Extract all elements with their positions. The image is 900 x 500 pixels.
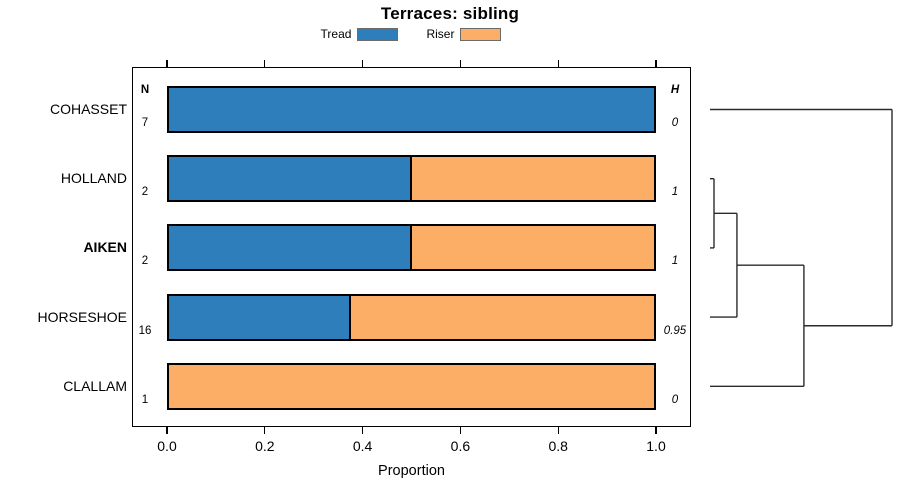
x-tick-bottom [459, 426, 462, 434]
x-tick-label: 0.6 [450, 438, 471, 454]
bar-segment-tread [169, 226, 412, 270]
x-tick-top [166, 60, 168, 67]
x-tick-top [655, 60, 657, 67]
category-label-cohasset: COHASSET [49, 101, 127, 117]
x-tick-top [459, 60, 462, 67]
h-value-aiken: 1 [671, 255, 679, 268]
bar-clallam [167, 362, 656, 410]
category-label-horseshoe: HORSESHOE [37, 308, 127, 325]
h-value-clallam: 0 [671, 393, 679, 406]
bar-segment-tread [169, 88, 654, 131]
bar-segment-riser [411, 157, 654, 201]
legend-swatch-riser-icon [460, 27, 502, 41]
bar-holland [167, 155, 656, 203]
chart-title: Terraces: sibling [380, 4, 520, 23]
x-tick-bottom [361, 426, 364, 434]
h-value-holland: 1 [671, 186, 679, 199]
x-tick-top [264, 60, 266, 67]
category-label-clallam: CLALLAM [63, 377, 127, 394]
bar-aiken [167, 224, 656, 272]
n-value-aiken: 2 [141, 255, 149, 268]
h-value-horseshoe: 0.95 [663, 324, 687, 337]
x-tick-label: 0.8 [548, 438, 568, 454]
bar-segment-riser [411, 226, 654, 270]
bar-segment-tread [169, 295, 351, 339]
x-tick-bottom [264, 426, 266, 434]
n-value-clallam: 1 [141, 393, 149, 406]
legend: Tread Riser [0, 26, 822, 42]
x-tick-bottom [655, 426, 657, 434]
legend-item-riser: Riser [426, 27, 502, 41]
x-tick-label: 0.2 [255, 438, 275, 454]
bar-segment-riser [350, 295, 654, 339]
x-tick-label: 0.0 [157, 438, 177, 454]
bar-segment-riser [169, 364, 654, 408]
x-axis-label: Proportion [378, 463, 445, 479]
n-column-header: N [140, 84, 150, 96]
bar-cohasset [167, 86, 656, 133]
n-value-horseshoe: 16 [138, 324, 152, 337]
legend-swatch-tread-icon [357, 27, 399, 41]
x-tick-bottom [166, 426, 168, 434]
x-tick-label: 0.4 [352, 438, 373, 454]
plot-area [132, 67, 691, 427]
legend-label: Tread [320, 27, 352, 41]
n-value-holland: 2 [141, 186, 149, 199]
bar-horseshoe [167, 293, 656, 341]
h-value-cohasset: 0 [671, 117, 679, 129]
n-value-cohasset: 7 [141, 117, 149, 129]
x-tick-label: 1.0 [646, 438, 666, 454]
h-column-header: H [670, 84, 680, 96]
x-tick-top [361, 60, 364, 67]
legend-label: Riser [426, 27, 455, 41]
x-tick-bottom [557, 426, 559, 434]
legend-item-tread: Tread [321, 27, 399, 41]
x-tick-top [557, 60, 559, 67]
bar-segment-tread [169, 157, 412, 201]
category-label-holland: HOLLAND [60, 170, 127, 187]
category-label-aiken: AIKEN [83, 239, 127, 256]
